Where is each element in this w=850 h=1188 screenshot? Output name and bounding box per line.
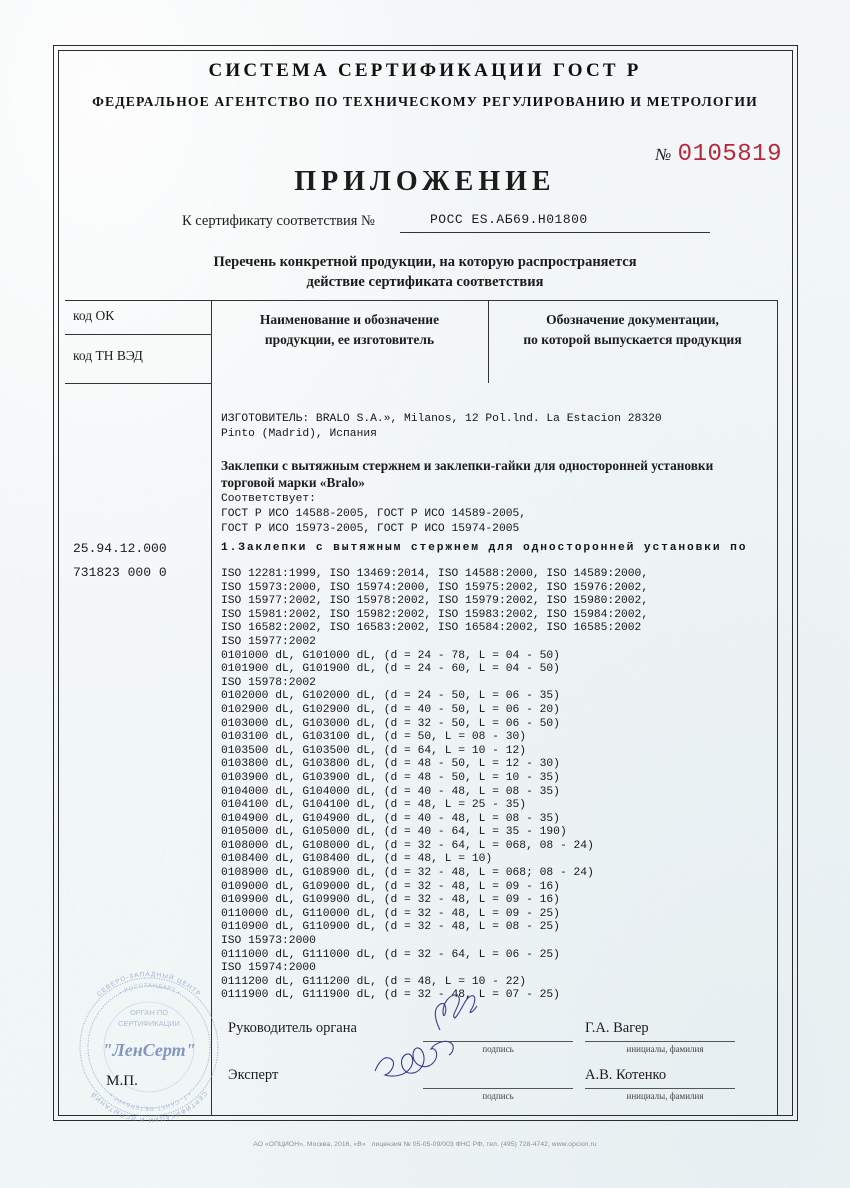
svg-text:• РОССТАНДАРТ •: • РОССТАНДАРТ • — [118, 983, 181, 997]
svg-text:ОРГАН ПО: ОРГАН ПО — [130, 1008, 168, 1017]
